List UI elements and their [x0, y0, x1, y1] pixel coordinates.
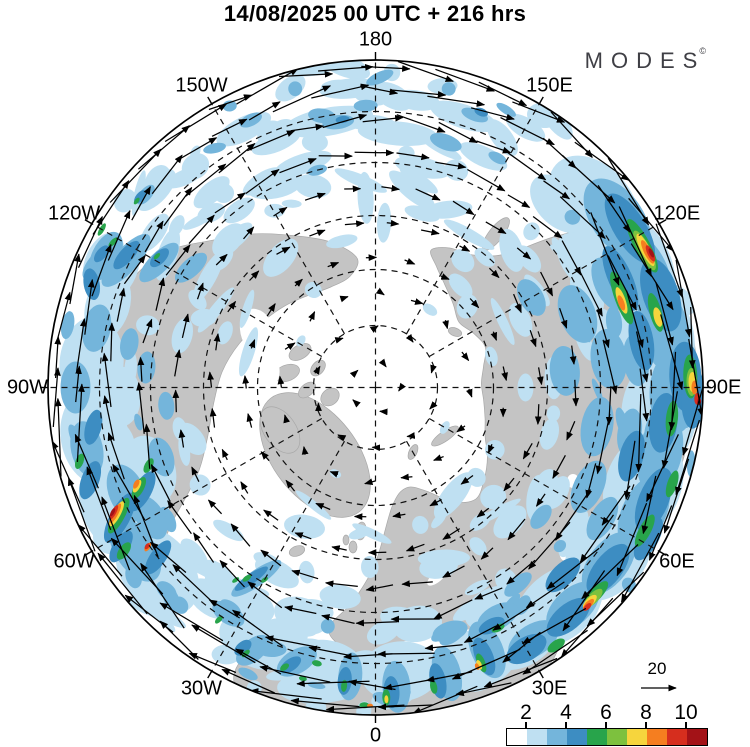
lon-label-120E: 120E — [653, 202, 701, 224]
colorbar-segment — [607, 729, 627, 745]
lon-label-60E: 60E — [659, 550, 695, 572]
colorbar-segment — [647, 729, 667, 745]
lon-label-30W: 30W — [180, 677, 223, 700]
rim-ticks — [40, 52, 711, 723]
lon-label-90E: 90E — [705, 376, 742, 398]
colorbar-segment — [627, 729, 647, 745]
colorbar-segment — [687, 729, 707, 745]
lon-label-180: 180 — [358, 28, 393, 50]
copyright-mark: © — [699, 46, 706, 56]
lon-label-30E: 30E — [531, 677, 568, 700]
colorbar-segment — [567, 729, 587, 745]
modes-logo: MODES© — [585, 46, 706, 74]
colorbar-tick-label: 2 — [520, 701, 532, 724]
colorbar-tick-mark — [565, 722, 567, 728]
wind-vectors-layer — [51, 60, 703, 714]
colorbar-tick-label: 4 — [560, 701, 572, 724]
colorbar-tick-mark — [645, 722, 647, 728]
colorbar — [506, 728, 708, 746]
colorbar-tick-label: 8 — [640, 701, 652, 724]
lon-label-0: 0 — [369, 724, 382, 746]
wind-reference-value: 20 — [647, 659, 667, 678]
lon-label-120W: 120W — [47, 202, 101, 224]
lon-label-90W: 90W — [6, 376, 49, 398]
colorbar-tick-label: 10 — [674, 701, 698, 724]
colorbar-segment — [527, 729, 547, 745]
modes-logo-text: MODES — [584, 48, 706, 73]
page-title: 14/08/2025 00 UTC + 216 hrs — [223, 1, 527, 26]
lon-label-150E: 150E — [526, 74, 573, 97]
colorbar-segment — [547, 729, 567, 745]
colorbar-tick-mark — [525, 722, 527, 728]
colorbar-tick-label: 6 — [600, 701, 612, 724]
graticule-layer — [48, 60, 703, 715]
colorbar-tick-mark — [685, 722, 687, 728]
field-layer — [59, 60, 703, 715]
colorbar-segment — [587, 729, 607, 745]
colorbar-segment — [507, 729, 527, 745]
colorbar-tick-mark — [605, 722, 607, 728]
colorbar-segment — [667, 729, 687, 745]
lon-label-60W: 60W — [53, 550, 95, 572]
lon-label-150W: 150W — [175, 74, 228, 97]
